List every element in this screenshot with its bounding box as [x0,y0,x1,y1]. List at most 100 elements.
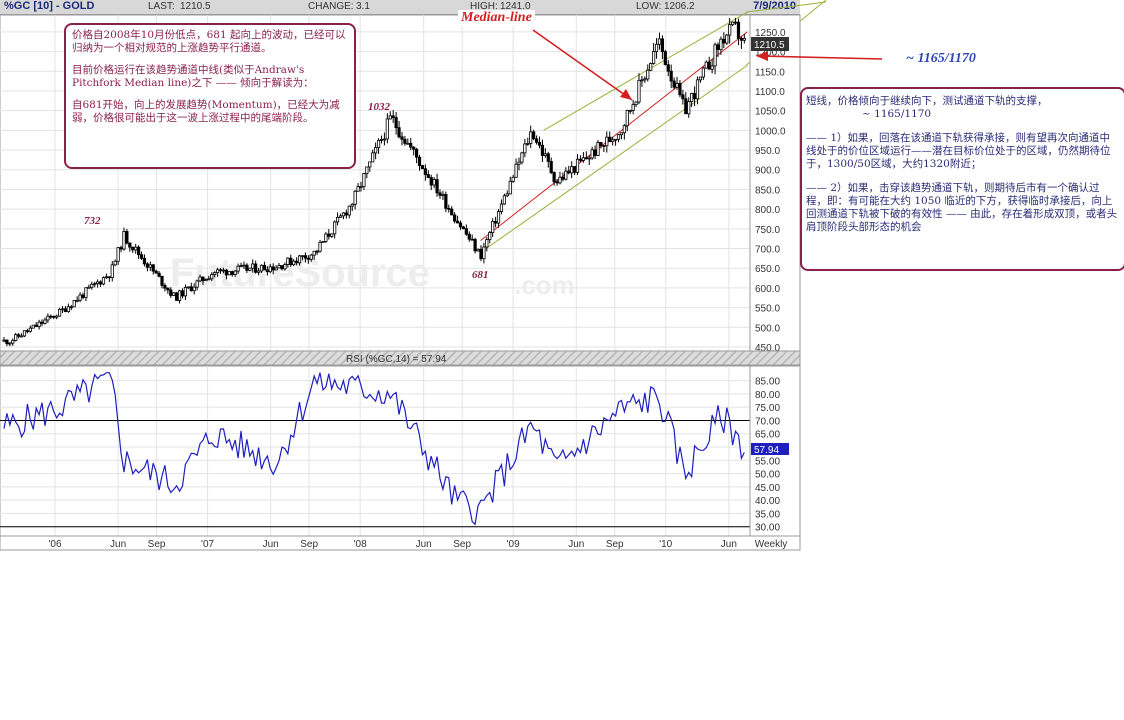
candle-up [84,287,88,298]
price-tick-label: 1000.0 [755,126,786,137]
candle-down [739,37,744,41]
candle-down [189,286,193,292]
candle-up [496,211,501,224]
candle-down [561,176,565,180]
candle-down [391,115,395,118]
candle-down [262,264,267,271]
candle-down [40,321,44,324]
price-tick-label: 650.0 [755,264,780,275]
candle-down [403,138,407,144]
candle-up [613,138,618,141]
candle-up [406,142,410,145]
candle-down [230,271,234,275]
candle-down [672,80,676,88]
candle-up [605,136,609,147]
candle-down [552,172,556,183]
time-tick-label: '08 [354,539,367,550]
change-label: CHANGE: [308,1,354,12]
candle-down [692,93,697,100]
note-right-p1b: ~ 1165/1170 [862,108,932,120]
candle-down [218,269,223,272]
candle-up [335,216,340,223]
price-tick-label: 550.0 [755,304,780,315]
candle-up [505,193,509,197]
candle-up [374,147,378,154]
candle-up [11,340,15,344]
rsi-tick-label: 45.00 [755,483,780,494]
candle-down [461,226,466,230]
price-axis [749,14,801,352]
candle-up [242,264,246,267]
candle-up [356,186,360,192]
candle-down [81,294,85,298]
candle-up [239,265,243,267]
candle-down [280,265,284,270]
candle-down [139,254,144,259]
candle-down [458,222,463,228]
candle-down [400,136,404,140]
candle-up [55,315,59,318]
candle-up [274,267,278,271]
time-tick-label: Sep [148,539,166,550]
candle-up [37,321,41,327]
candle-up [122,231,126,250]
candle-down [289,257,293,266]
candle-up [341,212,346,217]
candle-up [134,246,138,251]
rsi-title-bar [0,350,801,366]
target-price-label: ~ 1165/1170 [906,51,976,66]
candle-up [318,242,322,252]
candle-up [213,272,217,275]
candle-down [573,166,577,173]
rsi-tick-label: 35.00 [755,509,780,520]
candle-up [198,276,202,282]
median-line-label: Median-line [458,10,535,26]
candle-down [315,250,319,253]
candle-down [593,149,597,156]
candle-up [719,38,723,50]
candle-up [698,76,703,81]
candle-down [420,165,425,170]
candle-down [394,117,398,129]
note-left-p3: 自681开始，向上的发展趋势(Momentum)，已经大为减弱，价格很可能出于这… [72,99,340,124]
candle-up [581,157,585,161]
candle-down [540,144,545,156]
time-tick-label: Jun [416,539,432,550]
candle-up [216,269,220,274]
high-value: 1241.0 [500,1,531,12]
candle-down [224,269,228,276]
last-value: 1210.5 [180,1,211,12]
candle-up [637,79,641,103]
candle-up [687,101,691,115]
candle-down [555,181,559,184]
candle-up [78,294,82,301]
quote-date: 7/9/2010 [753,0,796,12]
candle-down [397,127,401,138]
candle-up [148,264,152,268]
channel-upper-extension [745,1,827,13]
rsi-tick-label: 85.00 [755,377,780,388]
candle-up [523,143,527,154]
candle-down [678,83,682,96]
candle-up [259,264,264,272]
candle-up [177,290,182,301]
time-tick-label: '09 [507,539,520,550]
candle-up [14,334,18,341]
candle-down [125,231,129,244]
time-tick-label: Sep [453,539,471,550]
price-tick-label: 500.0 [755,323,780,334]
candle-up [236,265,240,272]
candle-up [388,115,392,120]
candle-up [277,265,281,269]
time-tick-label: Sep [606,539,624,550]
candle-up [649,63,653,71]
candle-up [564,170,568,180]
note-right-p3: —— 2）如果，击穿该趋势通道下轨，则期待后市有一个确认过程，即：有可能在大约 … [806,182,1118,233]
time-tick-label: Jun [721,539,737,550]
candle-up [113,260,117,266]
candle-up [300,255,305,258]
candle-up [8,342,12,345]
candle-up [324,233,328,242]
candle-down [69,306,73,309]
